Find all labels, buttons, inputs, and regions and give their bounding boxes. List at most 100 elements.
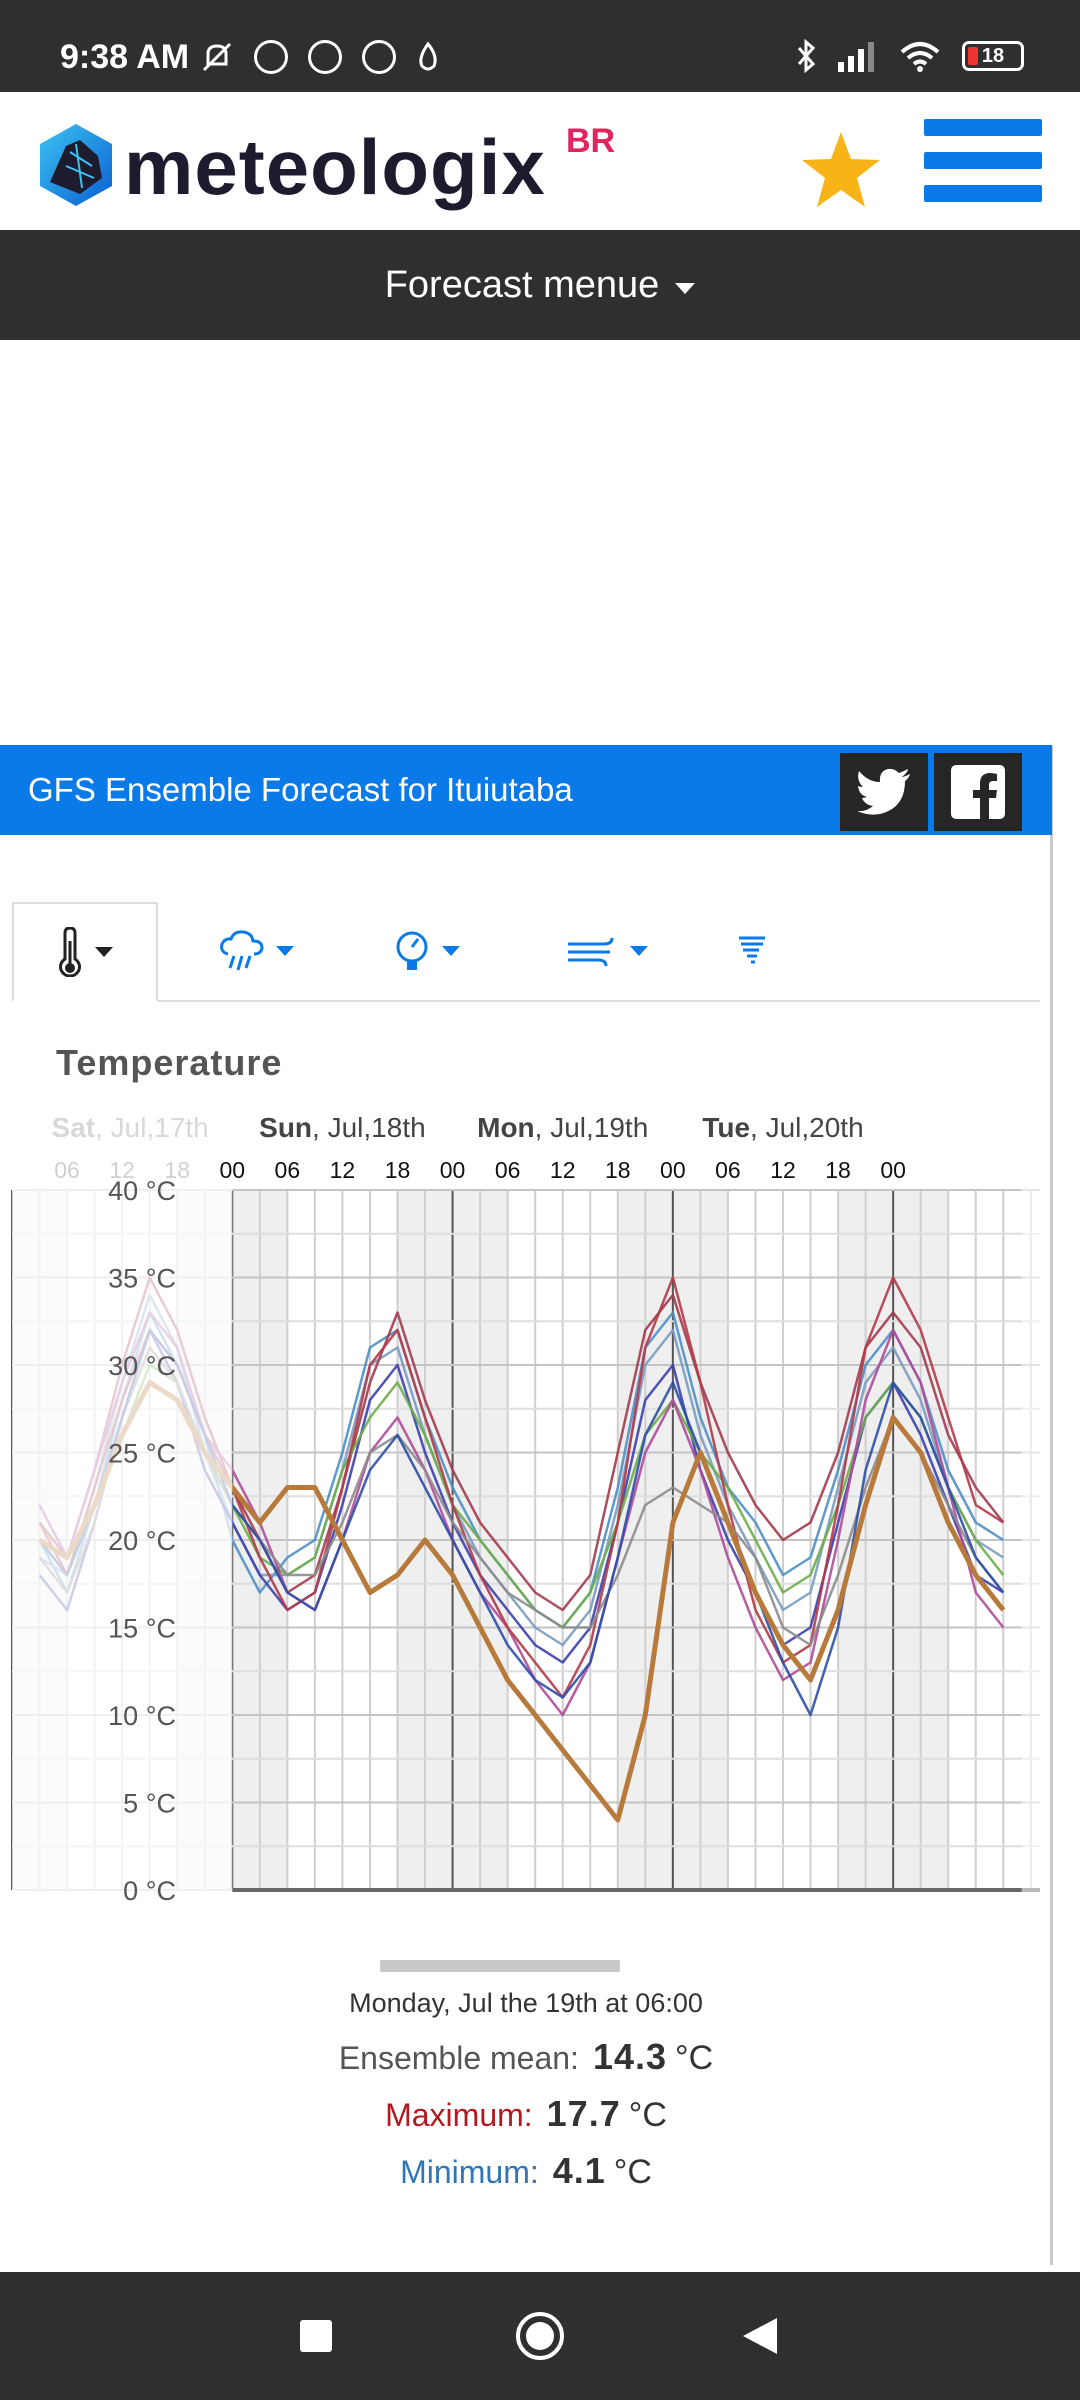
caret-down-icon (675, 282, 696, 294)
battery-icon: 18 (962, 41, 1024, 71)
day-label: Sat, Jul,17th (52, 1112, 209, 1143)
caret-down-icon (95, 947, 113, 957)
y-tick-label: 5 °C (123, 1789, 176, 1819)
alarm-icon (254, 40, 288, 74)
y-tick-label: 30 °C (108, 1351, 176, 1381)
twitter-share-button[interactable] (840, 753, 928, 831)
hour-tick-label: 12 (770, 1157, 796, 1183)
chart-title: Temperature (56, 1042, 283, 1083)
status-time: 9:38 AM (60, 38, 190, 76)
chart-scroll-handle[interactable] (380, 1960, 620, 1972)
hour-tick-label: 06 (275, 1157, 301, 1183)
meteologix-logo-icon[interactable] (36, 122, 116, 208)
day-label-weekday: Mon (477, 1112, 535, 1143)
back-triangle-icon (743, 2318, 777, 2354)
hour-tick-label: 06 (495, 1157, 521, 1183)
forecast-title: GFS Ensemble Forecast for Ituiutaba (28, 771, 573, 808)
day-label: Sun, Jul,18th (259, 1112, 426, 1143)
hour-tick-label: 00 (219, 1157, 245, 1183)
ensemble-mean-unit: °C (675, 2039, 714, 2077)
ensemble-mean-value: 14.3 (592, 2036, 668, 2077)
cape-icon (739, 936, 765, 964)
future-edge-fade (1021, 1100, 1040, 1892)
home-circle-icon (516, 2312, 564, 2360)
tab-precipitation[interactable] (202, 902, 312, 1000)
hour-tick-label: 12 (330, 1157, 356, 1183)
mute-icon (202, 42, 232, 72)
pressure-gauge-icon (396, 931, 428, 970)
back-button[interactable] (720, 2272, 800, 2400)
y-tick-label: 35 °C (108, 1264, 176, 1294)
hamburger-icon[interactable] (924, 119, 1042, 203)
recents-square-icon (300, 2320, 332, 2352)
site-header: meteologix BR (0, 92, 1080, 230)
day-label-date: , Jul,19th (535, 1112, 649, 1143)
thermometer-icon (59, 927, 81, 977)
temperature-ensemble-chart[interactable]: 40 °C 35 °C 30 °C 25 °C 20 °C 15 °C 10 °C 5 °C 0… (0, 1100, 1052, 1920)
hour-tick-label: 18 (605, 1157, 631, 1183)
ensemble-mean-row: Ensemble mean: 14.3 °C (0, 2036, 1052, 2078)
bluetooth-icon (797, 38, 816, 74)
ensemble-mean-label: Ensemble mean: (338, 2040, 579, 2076)
y-tick-label: 15 °C (108, 1614, 176, 1644)
recents-button[interactable] (276, 2272, 356, 2400)
system-icons: 18 (796, 38, 1024, 74)
home-button[interactable] (500, 2272, 580, 2400)
y-tick-label: 40 °C (108, 1176, 176, 1206)
maximum-row: Maximum: 17.7 °C (0, 2093, 1052, 2135)
day-label-date: , Jul,17th (95, 1112, 209, 1143)
twitter-icon (857, 768, 910, 815)
minimum-label: Minimum: (400, 2154, 539, 2190)
signal-icon (838, 42, 874, 72)
day-label-weekday: Tue (702, 1112, 750, 1143)
tab-wind[interactable] (542, 902, 672, 1000)
rain-icon (220, 930, 264, 971)
forecast-menu-dropdown[interactable]: Forecast menue (0, 230, 1080, 340)
hour-tick-label: 00 (660, 1157, 686, 1183)
hour-tick-label: 18 (164, 1157, 190, 1183)
tab-convection[interactable] (712, 902, 792, 1000)
hour-tick-label: 18 (385, 1157, 411, 1183)
hour-tick-label: 00 (880, 1157, 906, 1183)
flame-icon (419, 41, 437, 71)
whatsapp-icon (308, 40, 342, 74)
caret-down-icon (276, 946, 294, 956)
battery-level: 18 (981, 44, 1005, 67)
facebook-share-button[interactable] (934, 753, 1022, 831)
hour-tick-label: 12 (109, 1157, 135, 1183)
parameter-tabs (12, 902, 1040, 1002)
chrome-icon (362, 40, 396, 74)
wind-icon (568, 937, 614, 967)
wifi-icon (900, 42, 940, 72)
hour-tick-label: 06 (715, 1157, 741, 1183)
hour-tick-label: 18 (825, 1157, 851, 1183)
forecast-card-header: GFS Ensemble Forecast for Ituiutaba (0, 745, 1052, 835)
caret-down-icon (442, 946, 460, 956)
day-label: Mon, Jul,19th (477, 1112, 648, 1143)
maximum-unit: °C (628, 2096, 667, 2134)
tab-temperature[interactable] (12, 902, 158, 1002)
site-logo-text[interactable]: meteologix (124, 123, 546, 211)
day-label-date: , Jul,18th (312, 1112, 426, 1143)
y-tick-label: 0 °C (123, 1876, 176, 1906)
card-border (1050, 745, 1053, 2265)
chart-labels: 40 °C 35 °C 30 °C 25 °C 20 °C 15 °C 10 °C 5 °C 0… (52, 1112, 906, 1906)
day-label-weekday: Sat (52, 1112, 96, 1143)
minimum-unit: °C (613, 2153, 652, 2191)
hour-tick-label: 00 (440, 1157, 466, 1183)
star-icon[interactable] (800, 130, 882, 210)
y-tick-label: 25 °C (108, 1439, 176, 1469)
forecast-menu-label: Forecast menue (384, 263, 660, 306)
past-period-fade (12, 1100, 233, 1892)
hour-tick-label: 06 (54, 1157, 80, 1183)
notification-icons (200, 40, 440, 74)
day-label: Tue, Jul,20th (702, 1112, 863, 1143)
minimum-row: Minimum: 4.1 °C (0, 2150, 1052, 2192)
day-label-weekday: Sun (259, 1112, 312, 1143)
maximum-value: 17.7 (546, 2093, 621, 2134)
tab-pressure[interactable] (374, 902, 480, 1000)
y-tick-label: 10 °C (108, 1701, 176, 1731)
status-bar: 9:38 AM 18 (0, 0, 1080, 92)
minimum-value: 4.1 (552, 2150, 606, 2191)
system-nav-bar (0, 2272, 1080, 2400)
